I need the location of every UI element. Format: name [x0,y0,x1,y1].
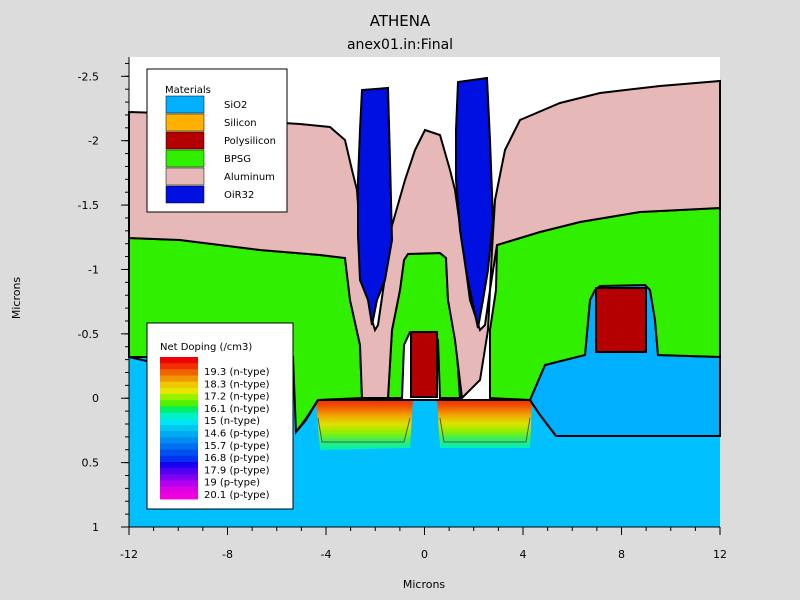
x-tick-label: 0 [421,548,428,561]
material-swatch [165,149,205,168]
doping-level-label: 16.8 (p-type) [204,453,270,464]
material-swatch [165,185,205,204]
y-tick-label: -1.5 [78,199,99,212]
junction-line-right [439,417,531,443]
doping-color-step [160,437,198,444]
doping-level-label: 14.6 (p-type) [204,429,270,440]
x-tick-label: 8 [618,548,625,561]
y-tick-label: -2.5 [78,70,99,83]
doping-level-label: 20.1 (p-type) [204,490,270,501]
material-label: OiR32 [224,190,254,201]
doping-color-step [160,400,198,407]
doping-color-step [160,406,198,413]
doping-color-step [160,474,198,481]
doping-color-step [160,418,198,426]
doping-level-label: 19.3 (n-type) [204,367,270,378]
doping-color-step [160,431,198,438]
materials-legend-title: Materials [165,85,211,96]
material-label: Aluminum [224,172,275,183]
x-tick-label: 12 [713,548,727,561]
doping-color-step [160,424,198,432]
y-tick-label: 0.5 [82,457,100,470]
y-tick-label: 0 [92,392,99,405]
doping-region-right [437,400,532,448]
doping-level-label: 19 (p-type) [204,478,260,489]
oir32-left [357,86,394,326]
x-tick-label: -12 [120,548,138,561]
x-tick-label: -4 [321,548,332,561]
doping-color-step [160,412,198,420]
material-swatch [165,95,205,114]
polysilicon-gate-center [410,331,438,398]
material-swatch [165,167,205,186]
doping-color-step [160,468,198,475]
doping-legend-title: Net Doping (/cm3) [160,342,252,353]
polysilicon-gate-right [595,287,647,353]
silicon-surface-line [295,399,720,437]
y-tick-label: 1 [92,521,99,534]
oir32-right [455,76,495,329]
doping-level-label: 17.2 (n-type) [204,392,270,403]
doping-color-step [160,486,198,494]
doping-level-label: 18.3 (n-type) [204,379,270,390]
doping-color-step [160,480,198,488]
x-axis-label: Microns [403,578,446,591]
y-tick-label: -1 [88,263,99,276]
doping-region-left [316,400,413,450]
material-label: Polysilicon [224,136,276,147]
material-label: Silicon [224,118,257,129]
doping-color-step [160,394,198,401]
doping-color-step [160,369,198,376]
doping-color-step [160,381,198,389]
y-tick-label: -0.5 [78,328,99,341]
material-swatch [165,131,205,150]
y-axis-label: Microns [10,277,23,320]
y-tick-label: -2 [88,135,99,148]
materials-legend: Materials SiO2 Silicon Polysilicon BPSG Alum… [146,68,288,213]
material-swatch [165,113,205,132]
x-tick-label: 4 [520,548,527,561]
chart-subtitle: anex01.in:Final [346,37,454,53]
doping-level-label: 15 (n-type) [204,416,260,427]
doping-color-step [160,363,198,370]
doping-color-step [160,387,198,395]
doping-legend: Net Doping (/cm3) 19.3 (n-type)18.3 (n-t… [146,322,294,510]
doping-color-step [160,443,198,451]
doping-color-step [160,455,198,463]
material-label: SiO2 [224,100,247,111]
x-axis-ticks: -12 -8 -4 0 4 8 12 [120,527,727,561]
doping-color-step [160,375,198,383]
junction-line-left [317,417,411,443]
chart-title: ATHENA [369,12,431,30]
doping-color-step [160,449,198,457]
doping-color-step [160,461,198,469]
doping-level-label: 15.7 (p-type) [204,441,270,452]
doping-level-label: 16.1 (n-type) [204,404,270,415]
material-label: BPSG [224,154,251,165]
doping-color-step [160,492,198,500]
y-axis-ticks: -2.5 -2 -1.5 -1 -0.5 0 0.5 1 [78,62,129,534]
doping-level-label: 17.9 (p-type) [204,465,270,476]
doping-color-step [160,357,198,364]
x-tick-label: -8 [222,548,233,561]
